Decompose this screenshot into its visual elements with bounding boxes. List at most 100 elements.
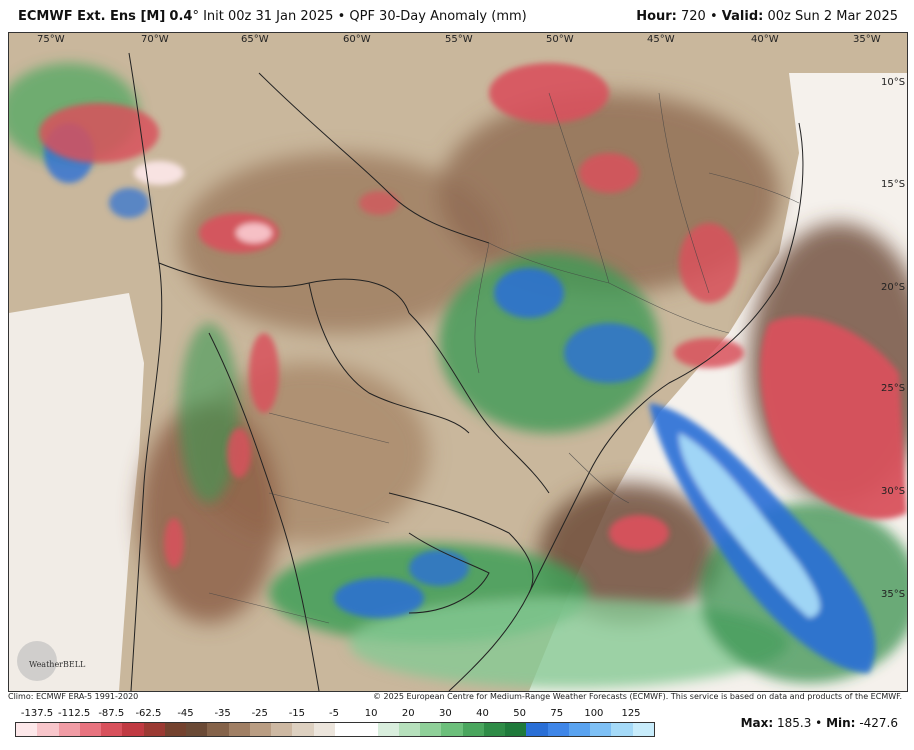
model-name: ECMWF Ext. Ens [M] bbox=[18, 9, 166, 24]
longitude-labels: 75°W 70°W 65°W 60°W 55°W 50°W 45°W 40°W … bbox=[37, 34, 881, 45]
init-time: Init 00z 31 Jan 2025 bbox=[203, 9, 334, 24]
degree-symbol: ° bbox=[192, 9, 199, 24]
lon-label: 60°W bbox=[343, 34, 371, 45]
hour-label: Hour: bbox=[636, 9, 677, 24]
state-borders bbox=[208, 92, 800, 624]
colorbar-swatch bbox=[611, 723, 633, 736]
lon-label: 50°W bbox=[546, 34, 574, 45]
hour-value: 720 bbox=[681, 9, 706, 24]
colorbar-swatch bbox=[398, 723, 421, 736]
lat-label: 10°S bbox=[881, 77, 905, 88]
lon-label: 70°W bbox=[141, 34, 169, 45]
max-value: 185.3 bbox=[776, 716, 812, 730]
colorbar-swatch bbox=[568, 723, 591, 736]
colorbar-tick-label: -25 bbox=[251, 708, 268, 719]
colorbar-tick-label: -87.5 bbox=[98, 708, 125, 719]
colorbar-tick-label: 30 bbox=[439, 708, 452, 719]
colorbar-tick-label: -15 bbox=[288, 708, 306, 719]
header-left: ECMWF Ext. Ens [M] 0.4° Init 00z 31 Jan … bbox=[18, 9, 527, 24]
colorbar-swatch bbox=[441, 723, 463, 736]
brazil-bolivia-border bbox=[258, 72, 490, 244]
colorbar-tick-label: -112.5 bbox=[58, 708, 91, 719]
colorbar-swatch bbox=[632, 723, 654, 736]
colorbar-tick-label: -35 bbox=[214, 708, 231, 719]
colorbar-swatch bbox=[186, 723, 208, 736]
colorbar-swatch bbox=[16, 723, 38, 736]
latitude-labels: 10°S 15°S 20°S 25°S 30°S 35°S bbox=[881, 77, 905, 600]
lat-label: 25°S bbox=[881, 383, 905, 394]
colorbar-swatch bbox=[101, 723, 123, 736]
very-wet-anomaly-areas bbox=[44, 123, 876, 673]
colorbar-swatch bbox=[249, 723, 272, 736]
colorbar-swatch bbox=[313, 723, 335, 736]
colorbar-swatch bbox=[462, 723, 484, 736]
uruguay-border bbox=[408, 532, 490, 614]
separator-dot: • bbox=[815, 716, 823, 730]
separator-dot: • bbox=[709, 9, 718, 24]
colorbar-swatch bbox=[420, 723, 442, 736]
pacific-ocean bbox=[9, 293, 144, 691]
lat-label: 20°S bbox=[881, 282, 905, 293]
colorbar-swatch bbox=[292, 723, 314, 736]
valid-value: 00z Sun 2 Mar 2025 bbox=[767, 9, 898, 24]
weatherbell-logo: WeatherBELL bbox=[17, 641, 86, 681]
header-right: Hour: 720 • Valid: 00z Sun 2 Mar 2025 bbox=[636, 9, 898, 24]
climo-credit: Climo: ECMWF ERA-5 1991-2020 bbox=[8, 692, 139, 701]
colorbar-tick-label: -45 bbox=[177, 708, 194, 719]
map-header: ECMWF Ext. Ens [M] 0.4° Init 00z 31 Jan … bbox=[0, 0, 914, 32]
colorbar-swatch bbox=[79, 723, 102, 736]
chile-argentina-border bbox=[208, 332, 320, 691]
colorbar-swatch bbox=[58, 723, 80, 736]
lat-label: 15°S bbox=[881, 179, 905, 190]
lon-label: 45°W bbox=[647, 34, 675, 45]
colorbar-swatch bbox=[377, 723, 399, 736]
colorbar bbox=[15, 722, 655, 737]
strong-dry-anomaly-areas bbox=[39, 63, 907, 568]
colorbar-swatch bbox=[143, 723, 165, 736]
colorbar-swatch bbox=[547, 723, 569, 736]
lon-label: 40°W bbox=[751, 34, 779, 45]
colorbar-tick-label: -137.5 bbox=[20, 708, 54, 719]
colorbar-swatch bbox=[37, 723, 59, 736]
lon-label: 35°W bbox=[853, 34, 881, 45]
colorbar-swatch bbox=[122, 723, 144, 736]
globe-icon bbox=[17, 641, 57, 681]
logo-text: WeatherBELL bbox=[29, 660, 86, 669]
country-borders bbox=[128, 52, 804, 691]
colorbar-swatch bbox=[271, 723, 293, 736]
colorbar-swatch bbox=[207, 723, 229, 736]
west-coastline bbox=[128, 52, 163, 691]
min-value: -427.6 bbox=[859, 716, 898, 730]
colorbar-tick-label: -62.5 bbox=[135, 708, 162, 719]
colorbar-tick-label: 10 bbox=[364, 708, 378, 719]
colorbar-swatch bbox=[590, 723, 612, 736]
colorbar-swatch bbox=[505, 723, 527, 736]
colorbar-tick-label: 50 bbox=[513, 708, 526, 719]
colorbar-swatch bbox=[164, 723, 187, 736]
lat-label: 35°S bbox=[881, 589, 905, 600]
valid-label: Valid: bbox=[721, 9, 764, 24]
min-label: Min: bbox=[826, 716, 856, 730]
lon-label: 65°W bbox=[241, 34, 269, 45]
colorbar-swatch bbox=[483, 723, 506, 736]
colorbar-tick-label: -5 bbox=[329, 708, 339, 719]
lon-label: 55°W bbox=[445, 34, 473, 45]
max-label: Max: bbox=[740, 716, 774, 730]
model-resolution: 0.4 bbox=[169, 9, 193, 24]
colorbar-tick-label: 20 bbox=[401, 708, 415, 719]
anomaly-map: 75°W 70°W 65°W 60°W 55°W 50°W 45°W 40°W … bbox=[9, 33, 907, 691]
max-min-stats: Max: 185.3 • Min: -427.6 bbox=[741, 716, 898, 730]
colorbar-labels: -137.5 -112.5 -87.5 -62.5 -45 -35 -25 -15 -5 10 20… bbox=[15, 708, 655, 721]
lon-label: 75°W bbox=[37, 34, 65, 45]
colorbar-swatch bbox=[356, 723, 378, 736]
colorbar-swatch bbox=[334, 723, 357, 736]
product-name: QPF 30-Day Anomaly (mm) bbox=[349, 9, 527, 24]
lat-label: 30°S bbox=[881, 486, 905, 497]
colorbar-tick-label: 125 bbox=[621, 708, 641, 719]
map-panel[interactable]: 75°W 70°W 65°W 60°W 55°W 50°W 45°W 40°W … bbox=[8, 32, 908, 692]
brazil-paraguay-border bbox=[408, 312, 550, 494]
colorbar-swatch bbox=[228, 723, 250, 736]
colorbar-swatch bbox=[526, 723, 548, 736]
argentina-uruguay-border bbox=[388, 492, 534, 594]
east-coastline bbox=[448, 122, 804, 691]
